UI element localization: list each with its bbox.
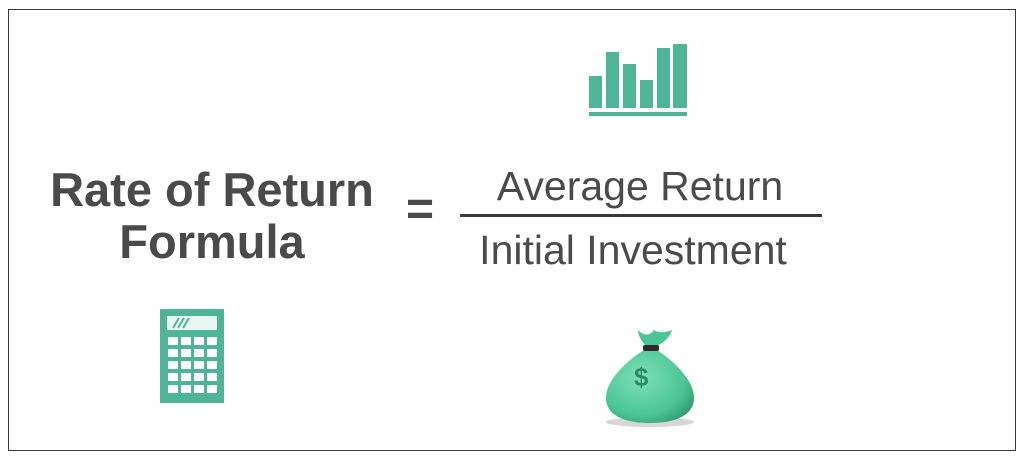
formula-title: Rate of Return Formula bbox=[28, 164, 396, 268]
formula-title-line2: Formula bbox=[119, 215, 305, 268]
equals-sign: = bbox=[406, 183, 435, 236]
fraction-bar bbox=[460, 214, 822, 217]
formula-title-line1: Rate of Return bbox=[50, 163, 374, 216]
money-bag-icon: $ bbox=[600, 326, 700, 435]
calculator-icon bbox=[160, 309, 224, 408]
bar-chart-icon bbox=[586, 42, 694, 125]
money-bag-symbol: $ bbox=[634, 362, 649, 392]
numerator: Average Return bbox=[496, 163, 784, 209]
denominator: Initial Investment bbox=[479, 227, 787, 273]
